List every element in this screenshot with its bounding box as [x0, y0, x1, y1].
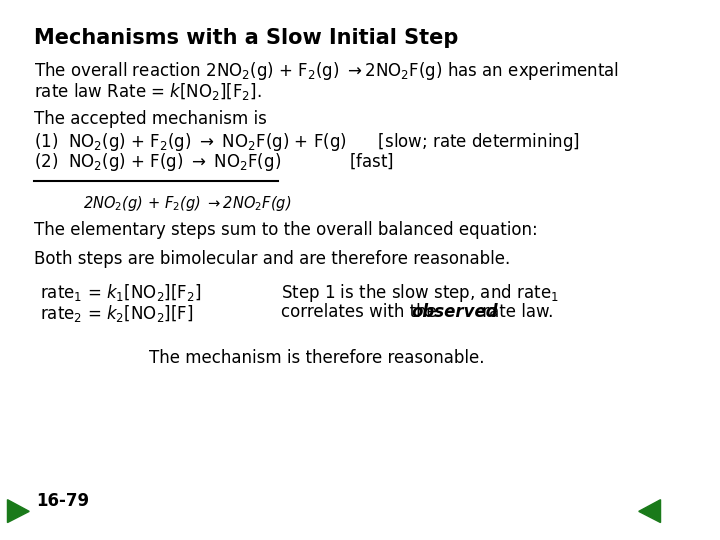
Text: correlates with the: correlates with the: [282, 303, 442, 321]
Text: The accepted mechanism is: The accepted mechanism is: [34, 111, 266, 129]
Text: The mechanism is therefore reasonable.: The mechanism is therefore reasonable.: [149, 349, 485, 367]
Text: Both steps are bimolecular and are therefore reasonable.: Both steps are bimolecular and are there…: [34, 251, 510, 268]
Text: The elementary steps sum to the overall balanced equation:: The elementary steps sum to the overall …: [34, 221, 538, 239]
Text: rate$_2$ = $k_2$[NO$_2$][F]: rate$_2$ = $k_2$[NO$_2$][F]: [40, 303, 194, 324]
Text: The overall reaction 2NO$_2$(g) + F$_2$(g) $\rightarrow$2NO$_2$F(g) has an exper: The overall reaction 2NO$_2$(g) + F$_2$(…: [34, 60, 618, 82]
Text: rate law Rate = $k$[NO$_2$][F$_2$].: rate law Rate = $k$[NO$_2$][F$_2$].: [34, 81, 261, 102]
Text: Mechanisms with a Slow Initial Step: Mechanisms with a Slow Initial Step: [34, 28, 458, 48]
Text: (1)  NO$_2$(g) + F$_2$(g) $\rightarrow$ NO$_2$F(g) + F(g)      [slow; rate deter: (1) NO$_2$(g) + F$_2$(g) $\rightarrow$ N…: [34, 131, 580, 153]
Polygon shape: [7, 500, 30, 523]
Text: rate$_1$ = $k_1$[NO$_2$][F$_2$]: rate$_1$ = $k_1$[NO$_2$][F$_2$]: [40, 282, 202, 303]
Polygon shape: [639, 500, 660, 523]
Text: rate law.: rate law.: [477, 303, 554, 321]
Text: 2NO$_2$(g) + F$_2$(g) $\rightarrow$2NO$_2$F(g): 2NO$_2$(g) + F$_2$(g) $\rightarrow$2NO$_…: [84, 194, 292, 213]
Text: 16-79: 16-79: [36, 492, 89, 510]
Text: observed: observed: [411, 303, 498, 321]
Text: Step 1 is the slow step, and rate$_1$: Step 1 is the slow step, and rate$_1$: [282, 282, 559, 303]
Text: (2)  NO$_2$(g) + F(g) $\rightarrow$ NO$_2$F(g)             [fast]: (2) NO$_2$(g) + F(g) $\rightarrow$ NO$_2…: [34, 151, 394, 173]
